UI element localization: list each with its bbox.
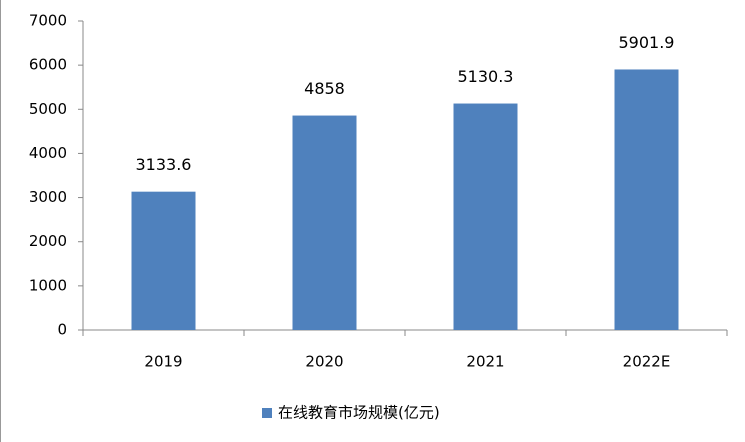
y-tick-label: 1000 [29, 276, 67, 294]
y-tick-label: 3000 [29, 188, 67, 206]
data-label: 5901.9 [619, 33, 675, 52]
y-tick-label: 0 [57, 321, 67, 339]
x-tick-label: 2019 [144, 353, 182, 371]
x-tick-label: 2021 [466, 353, 504, 371]
y-tick-label: 6000 [29, 56, 67, 74]
x-tick-label: 2022E [623, 353, 671, 371]
bar [131, 191, 196, 330]
data-label: 4858 [304, 79, 345, 98]
y-tick-label: 4000 [29, 144, 67, 162]
y-tick-label: 7000 [29, 12, 67, 30]
y-tick-label: 2000 [29, 232, 67, 250]
bar [614, 69, 679, 331]
bar [292, 115, 357, 330]
legend-label: 在线教育市场规模(亿元) [278, 404, 440, 422]
x-tick-label: 2020 [305, 353, 343, 371]
legend-swatch [262, 408, 272, 418]
data-label: 3133.6 [136, 155, 192, 174]
y-tick-label: 5000 [29, 100, 67, 118]
data-label: 5130.3 [458, 67, 514, 86]
bar [453, 103, 518, 330]
